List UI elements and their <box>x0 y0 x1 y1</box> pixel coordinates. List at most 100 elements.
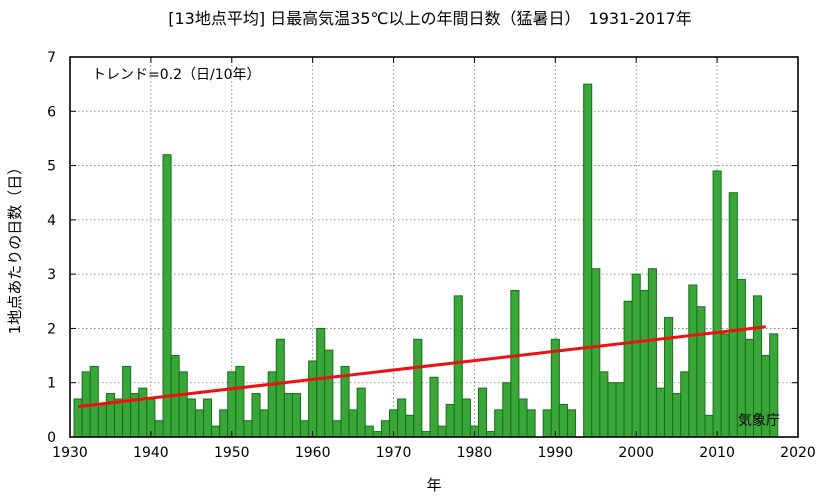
bar-2009 <box>704 414 714 438</box>
bar-1973 <box>413 338 423 438</box>
y-tick-label: 0 <box>47 430 56 446</box>
bar-2004 <box>664 317 674 438</box>
bar-1999 <box>623 300 633 438</box>
bar-2001 <box>639 289 649 438</box>
bar-1968 <box>372 431 382 438</box>
x-tick-label: 1980 <box>457 445 493 461</box>
plot-frame <box>69 56 799 438</box>
x-tick-label: 1990 <box>538 445 574 461</box>
x-tick-label: 1940 <box>133 445 169 461</box>
bar-1958 <box>291 393 302 438</box>
bar-1994 <box>583 83 593 438</box>
bar-1941 <box>154 420 164 438</box>
x-axis-label: 年 <box>426 476 441 494</box>
bar-2010 <box>712 170 722 438</box>
bar-2005 <box>672 393 682 438</box>
y-tick-label: 2 <box>47 321 56 337</box>
bar-1934 <box>97 403 107 438</box>
bar-1982 <box>486 431 496 438</box>
bar-2002 <box>647 268 657 438</box>
bar-1953 <box>251 393 261 438</box>
bar-1990 <box>550 338 560 438</box>
y-axis-label: 1地点あたりの日数（日） <box>6 160 24 335</box>
bar-1972 <box>405 414 415 438</box>
x-tick-label: 1970 <box>376 445 412 461</box>
bar-1965 <box>348 409 358 438</box>
bar-2012 <box>728 192 738 438</box>
bar-1945 <box>186 398 196 438</box>
x-tick-label: 1960 <box>295 445 331 461</box>
bar-2000 <box>631 273 641 438</box>
bar-1966 <box>356 387 366 438</box>
y-tick-label: 3 <box>47 267 56 283</box>
bar-1983 <box>494 409 504 438</box>
bar-1962 <box>324 349 334 438</box>
x-tick-label: 1930 <box>52 445 88 461</box>
bar-1986 <box>518 398 528 438</box>
bar-1951 <box>235 365 245 438</box>
trend-annotation: トレンド=0.2（日/10年） <box>92 67 261 83</box>
bar-1971 <box>397 398 407 438</box>
x-tick-label: 2010 <box>699 445 735 461</box>
bar-1995 <box>591 268 601 438</box>
trend-line-group <box>77 325 766 409</box>
bars <box>73 83 779 438</box>
bar-1976 <box>437 425 447 438</box>
y-tick-label: 1 <box>47 376 56 392</box>
bar-1997 <box>607 382 617 438</box>
x-tick-label: 2020 <box>780 445 816 461</box>
bar-1959 <box>300 420 310 438</box>
bar-1996 <box>599 371 609 438</box>
bar-2007 <box>688 284 698 438</box>
bar-1978 <box>453 295 463 438</box>
bar-1981 <box>477 387 488 438</box>
bar-1989 <box>542 409 552 438</box>
bar-1939 <box>138 387 148 438</box>
bar-1947 <box>202 398 213 438</box>
x-tick-label: 2000 <box>618 445 654 461</box>
chart-title: [13地点平均] 日最高気温35℃以上の年間日数（猛暑日） 1931-2017年 <box>168 9 691 28</box>
bar-1960 <box>308 360 318 438</box>
bar-1949 <box>219 409 229 438</box>
bar-1957 <box>283 393 293 438</box>
bar-1998 <box>615 382 625 438</box>
bar-1963 <box>332 420 342 438</box>
bar-1946 <box>194 409 204 438</box>
bar-1955 <box>267 371 277 438</box>
bar-1961 <box>316 327 326 438</box>
bar-1974 <box>421 431 431 438</box>
bar-1954 <box>259 409 269 438</box>
bar-1969 <box>380 420 391 438</box>
bar-1987 <box>526 409 536 438</box>
bar-1992 <box>566 409 577 438</box>
trend-line <box>77 325 766 409</box>
y-tick-label: 4 <box>47 213 56 229</box>
bar-1979 <box>461 398 471 438</box>
bar-1967 <box>364 425 374 438</box>
bar-2011 <box>720 333 730 438</box>
bar-1975 <box>429 376 439 438</box>
bar-2006 <box>680 371 690 438</box>
bar-1948 <box>211 425 221 438</box>
y-tick-label: 5 <box>47 159 56 175</box>
bar-2003 <box>655 387 666 438</box>
source-label: 気象庁 <box>738 413 780 429</box>
bar-1956 <box>275 338 285 438</box>
y-axis: 0 1 2 3 4 5 6 7 <box>47 50 798 446</box>
bar-1977 <box>445 403 455 438</box>
bar-1936 <box>113 398 124 438</box>
bar-1952 <box>243 420 253 438</box>
bar-2008 <box>696 306 706 438</box>
x-tick-label: 1950 <box>214 445 250 461</box>
x-axis: 1930 1940 1950 1960 1970 1980 1990 2000 2010 2020 <box>52 57 816 461</box>
bar-1931 <box>73 398 83 438</box>
y-tick-label: 6 <box>47 104 56 120</box>
y-tick-label: 7 <box>47 50 56 66</box>
bar-1991 <box>558 403 568 438</box>
bar-1935 <box>105 393 115 438</box>
bar-1944 <box>178 371 188 438</box>
bar-1933 <box>89 365 99 438</box>
bar-1984 <box>502 382 512 438</box>
bar-1985 <box>510 289 520 438</box>
